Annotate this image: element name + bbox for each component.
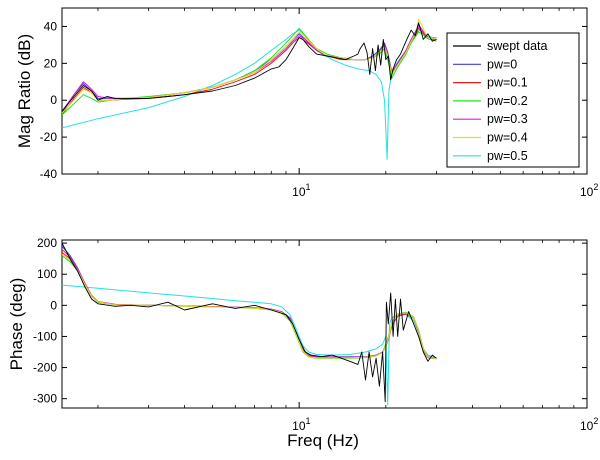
phase-series-line-swept-data [62,242,437,403]
mag-ytick-label: 0 [50,93,57,107]
phase-panel: -300 -200 -100 0 100 200 101 102 Phase (deg) Fr… [7,236,598,450]
legend-entry: pw=0 [487,57,517,71]
mag-xtick-label: 102 [580,182,598,199]
legend-entry: pw=0.4 [487,131,528,145]
mag-ytick-label: -20 [40,130,58,144]
phase-ytick-label: 100 [37,267,57,281]
magnitude-ylabel: Mag Ratio (dB) [15,34,34,148]
phase-ytick-label: 200 [37,236,57,250]
mag-series-group [62,18,437,160]
phase-ytick-label: 0 [50,298,57,312]
mag-ytick-label: -40 [40,167,58,181]
phase-ytick-label: -100 [33,329,57,343]
phase-ylabel: Phase (deg) [7,278,26,371]
mag-xtick-label: 101 [292,182,310,199]
phase-xtick-label: 102 [580,416,598,433]
legend-entry: pw=0.3 [487,112,528,126]
phase-xlabel: Freq (Hz) [287,431,359,450]
mag-series-line-pw-0-5 [62,29,437,160]
legend: swept data pw=0 pw=0.1 pw=0.2 pw=0.3 pw=0.4 pw… [446,32,580,168]
legend-entry: pw=0.5 [487,149,528,163]
mag-ytick-label: 20 [44,56,58,70]
mag-series-line-swept-data [62,22,437,112]
legend-box [446,32,580,168]
legend-entry: pw=0.1 [487,76,528,90]
phase-axes-box [61,239,588,409]
legend-entry: pw=0.2 [487,94,528,108]
legend-entry: swept data [487,39,548,53]
phase-ytick-label: -300 [33,392,57,406]
mag-ytick-label: 40 [44,19,58,33]
phase-xtick-label: 101 [292,416,310,433]
phase-ytick-label: -200 [33,361,57,375]
phase-series-group [62,242,437,406]
